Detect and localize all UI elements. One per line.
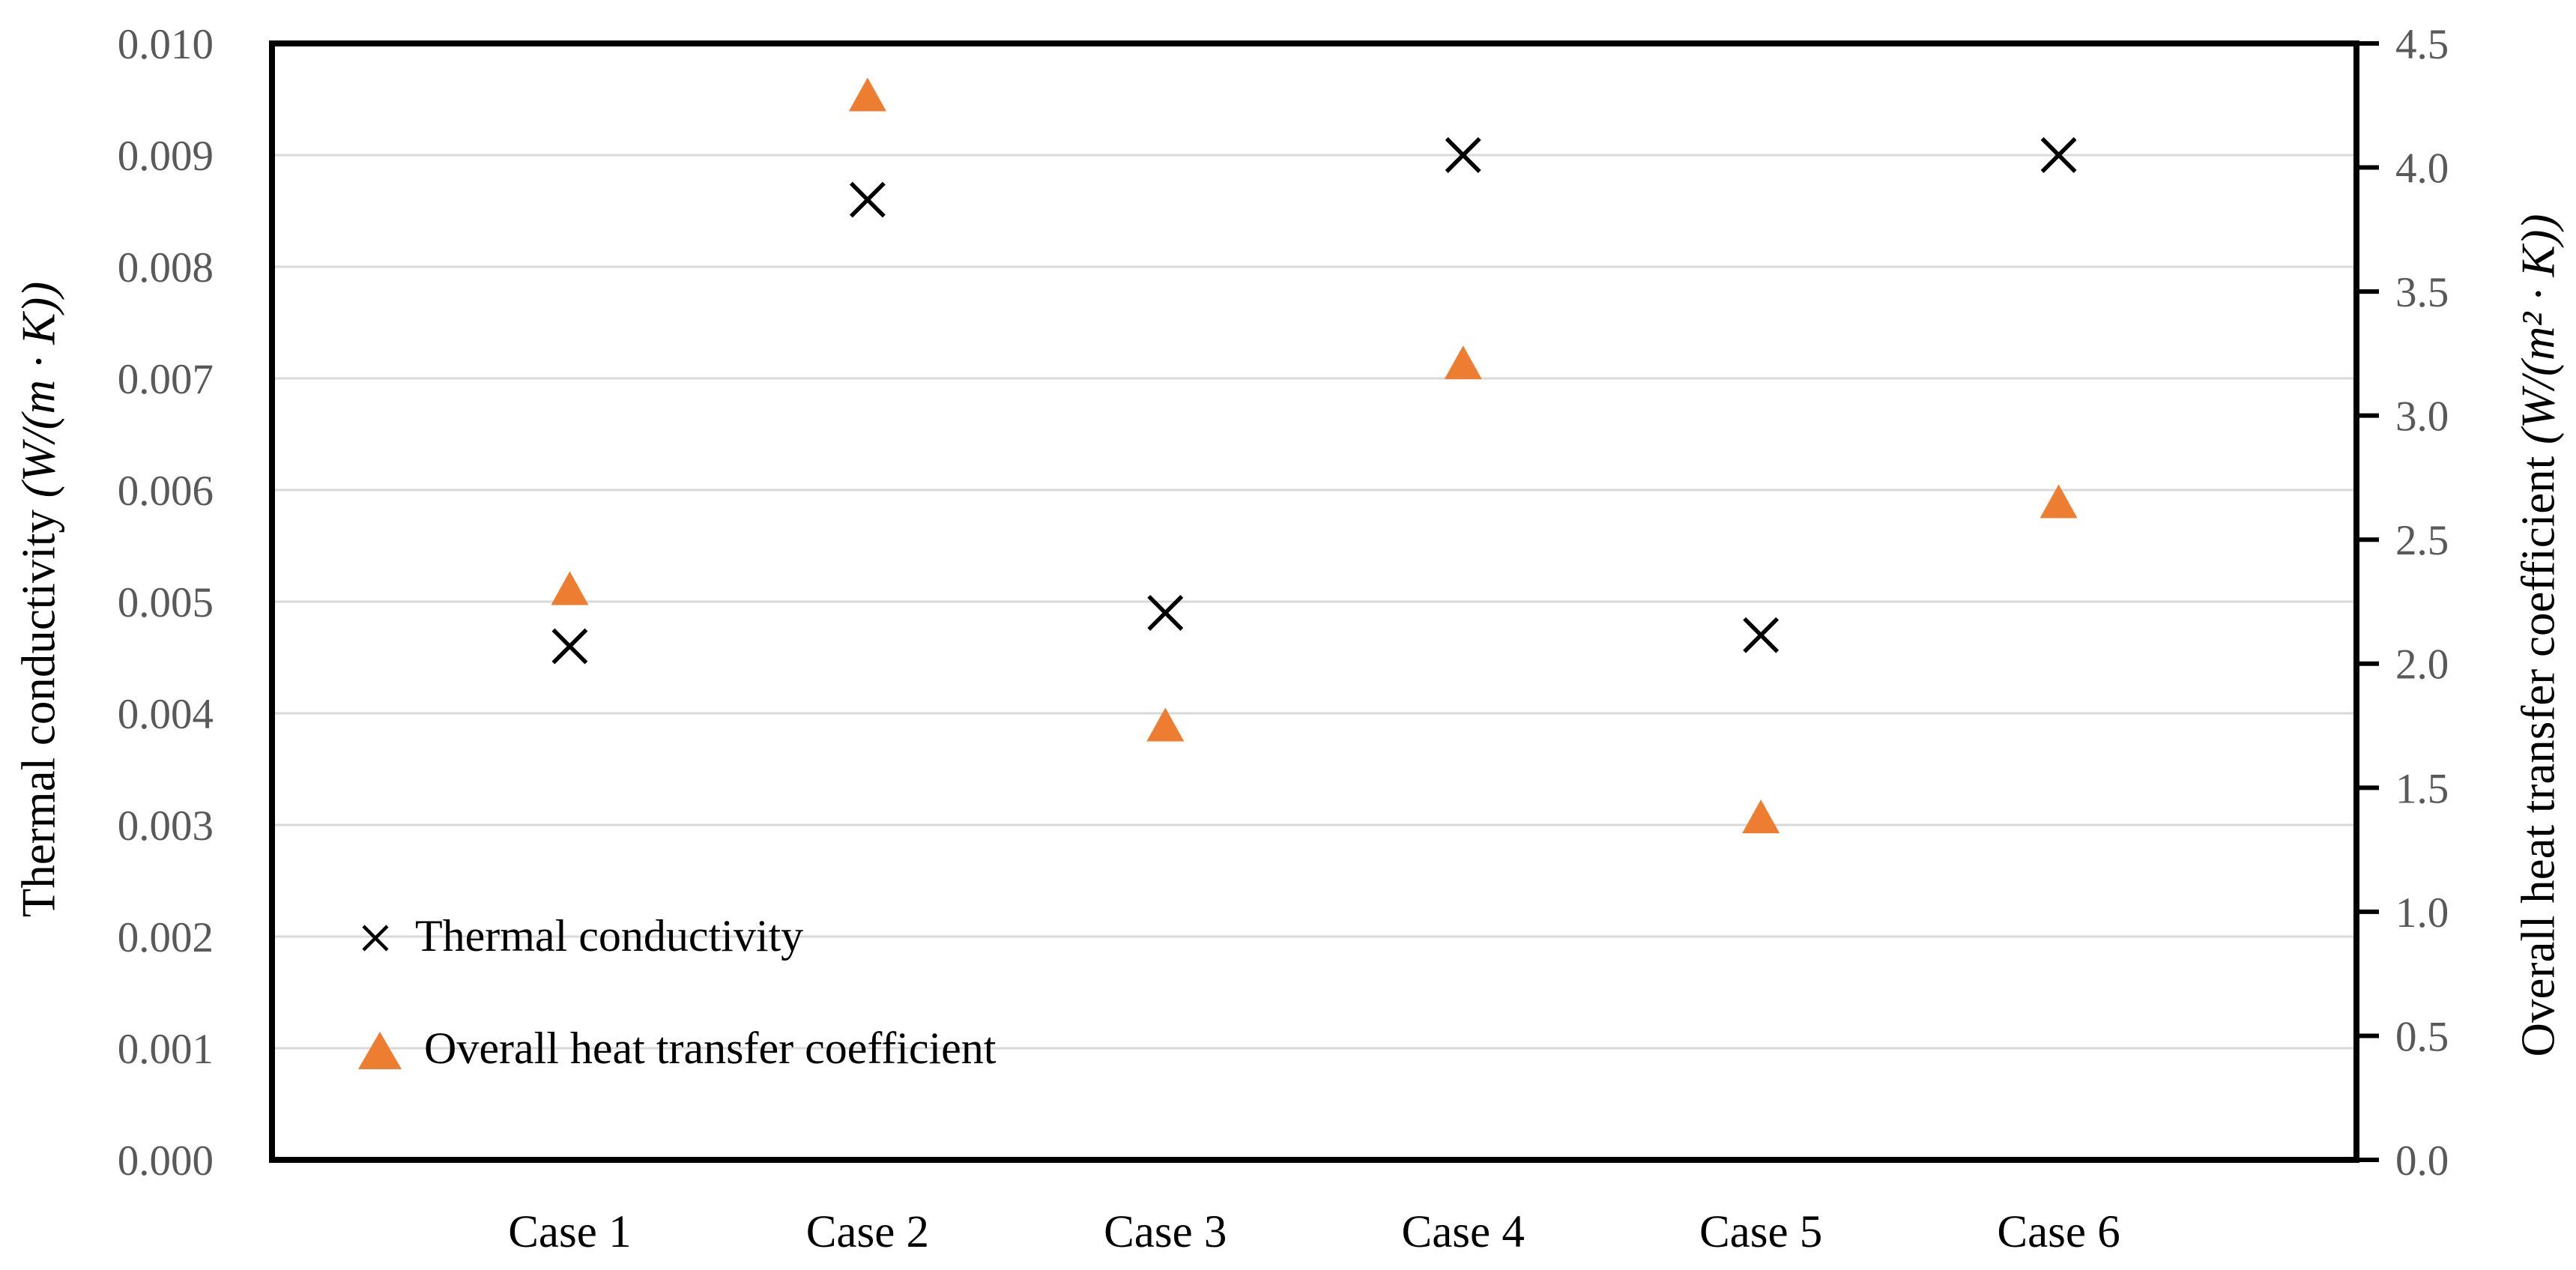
- left-axis-title-text: Thermal conductivity: [12, 509, 65, 918]
- left-axis-tick-label: 0.002: [118, 914, 214, 961]
- right-axis-tick-label: 4.0: [2395, 145, 2449, 193]
- right-axis-tick-label: 1.5: [2395, 765, 2449, 812]
- right-axis-tick-label: 4.5: [2395, 21, 2449, 68]
- left-axis-tick-label: 0.001: [118, 1026, 214, 1073]
- legend-item-thermal-conductivity: Thermal conductivity: [358, 912, 803, 964]
- right-axis-tick-label: 1.0: [2395, 889, 2449, 937]
- left-axis-title: Thermal conductivity (W/(m ∙ K)): [12, 281, 65, 918]
- x-axis-category-label: Case 6: [1997, 1207, 2120, 1257]
- data-point-overall-heat-transfer-coefficient: [551, 571, 589, 605]
- right-axis-tick-label: 0.0: [2395, 1137, 2449, 1185]
- right-axis-tick-label: 2.5: [2395, 517, 2449, 564]
- right-axis-tick-label: 3.5: [2395, 269, 2449, 316]
- data-point-overall-heat-transfer-coefficient: [1146, 707, 1185, 742]
- data-point-thermal-conductivity: [2040, 137, 2077, 173]
- legend-label: Thermal conductivity: [415, 911, 804, 961]
- right-axis-tick-label: 2.0: [2395, 641, 2449, 689]
- legend-item-overall-heat-transfer-coefficient: Overall heat transfer coefficient: [358, 1024, 996, 1077]
- data-point-thermal-conductivity: [849, 181, 886, 218]
- right-axis-title-text: Overall heat transfer coefficient: [2512, 456, 2565, 1057]
- x-axis-category-label: Case 3: [1104, 1207, 1227, 1257]
- data-point-thermal-conductivity: [551, 628, 588, 665]
- data-point-overall-heat-transfer-coefficient: [848, 77, 886, 112]
- data-point-overall-heat-transfer-coefficient: [2040, 484, 2078, 518]
- x-axis-category-label: Case 1: [508, 1207, 631, 1257]
- data-point-thermal-conductivity: [1147, 594, 1184, 631]
- left-axis-tick-label: 0.000: [118, 1137, 214, 1185]
- data-point-overall-heat-transfer-coefficient: [1444, 345, 1482, 380]
- x-axis-category-label: Case 5: [1699, 1207, 1822, 1257]
- left-axis-title-unit: (W/(m ∙ K)): [12, 281, 65, 498]
- left-axis-tick-label: 0.005: [118, 579, 214, 626]
- data-point-overall-heat-transfer-coefficient: [1742, 799, 1780, 834]
- right-axis-title-unit: (W/(m² ∙ K)): [2512, 214, 2565, 445]
- right-axis-tick-label: 0.5: [2395, 1013, 2449, 1060]
- left-axis-tick-label: 0.008: [118, 244, 214, 291]
- left-axis-tick-label: 0.009: [118, 133, 214, 180]
- left-axis-tick-label: 0.003: [118, 802, 214, 850]
- x-cross-icon: [362, 925, 389, 952]
- legend-label: Overall heat transfer coefficient: [424, 1023, 997, 1073]
- x-axis-category-label: Case 4: [1402, 1207, 1525, 1257]
- right-axis-title: Overall heat transfer coefficient (W/(m²…: [2512, 214, 2565, 1057]
- right-axis-tick-label: 3.0: [2395, 393, 2449, 441]
- data-point-thermal-conductivity: [1445, 137, 1481, 173]
- plot-border: [269, 40, 2359, 1163]
- left-axis-tick-label: 0.004: [118, 691, 214, 738]
- x-axis-category-label: Case 2: [806, 1207, 929, 1257]
- data-point-thermal-conductivity: [1743, 617, 1780, 653]
- left-axis-tick-label: 0.007: [118, 356, 214, 403]
- left-axis-tick-label: 0.010: [118, 21, 214, 68]
- triangle-icon: [358, 1032, 402, 1069]
- left-axis-tick-label: 0.006: [118, 468, 214, 515]
